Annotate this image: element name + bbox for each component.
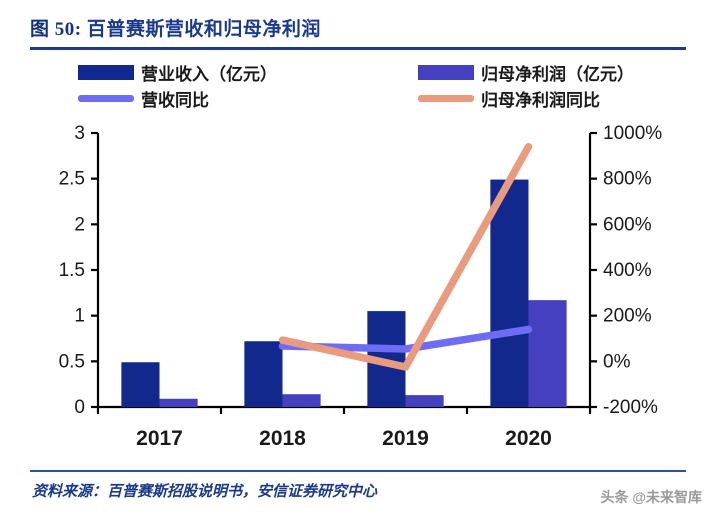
figure-title-text: 百普赛斯营收和归母净利润 xyxy=(86,19,321,40)
legend-item-net-profit-yoy: 归母净利润同比 xyxy=(418,86,600,111)
legend-swatch-net-profit-yoy xyxy=(418,95,474,102)
page-title: 图 50: 百普赛斯营收和归母净利润 xyxy=(30,14,321,41)
figure-number: 图 50: xyxy=(30,19,82,40)
right-axis-tick-label: 400% xyxy=(603,260,652,281)
left-axis-tick-label: 1.5 xyxy=(59,260,85,281)
right-axis-tick-label: 800% xyxy=(603,169,652,190)
chart-svg: 0 0.5 1 1.5 2 2.5 3 -200% 0% 200% 400% 600% 800% 1000… xyxy=(59,123,663,448)
watermark: 头条 @未来智库 xyxy=(600,487,702,507)
left-axis-tick-label: 0.5 xyxy=(59,351,85,372)
left-axis-tick-label: 0 xyxy=(74,397,85,418)
left-axis-tick-label: 2.5 xyxy=(59,169,85,190)
bar-2020-s0 xyxy=(490,179,529,407)
right-axis-tick-label: -200% xyxy=(603,397,658,418)
right-axis-tick-label: 200% xyxy=(603,306,652,327)
chart-legend: 营业收入（亿元） 归母净利润（亿元） 营收同比 归母净利润同比 xyxy=(0,58,716,110)
legend-swatch-net-profit xyxy=(418,65,474,80)
legend-label-net-profit: 归母净利润（亿元） xyxy=(481,65,634,84)
legend-item-net-profit: 归母净利润（亿元） xyxy=(418,60,634,85)
right-axis-tick-label: 600% xyxy=(603,214,652,235)
right-axis-tick-label: 0% xyxy=(603,351,631,372)
x-axis-category-label: 2020 xyxy=(505,427,552,448)
x-axis-category-label: 2017 xyxy=(136,427,183,448)
x-axis-category-label: 2019 xyxy=(382,427,429,448)
legend-label-revenue-yoy: 营收同比 xyxy=(141,91,209,110)
watermark-text: 头条 @未来智库 xyxy=(600,489,702,505)
legend-item-revenue: 营业收入（亿元） xyxy=(78,60,277,85)
footer-divider xyxy=(30,470,686,472)
line-series-1 xyxy=(278,142,533,371)
left-axis-tick-label: 1 xyxy=(74,306,85,327)
bar-2017-s1 xyxy=(159,398,198,407)
right-axis-tick-label: 1000% xyxy=(603,123,662,144)
legend-swatch-revenue-yoy xyxy=(78,95,134,102)
bar-2019-s1 xyxy=(405,395,444,407)
legend-label-net-profit-yoy: 归母净利润同比 xyxy=(481,91,600,110)
legend-label-revenue: 营业收入（亿元） xyxy=(141,65,277,84)
title-divider xyxy=(30,47,686,50)
legend-swatch-revenue xyxy=(78,65,134,80)
chart-plot-area: 0 0.5 1 1.5 2 2.5 3 -200% 0% 200% 400% 600% 800% 1000… xyxy=(0,118,716,448)
source-note: 资料来源：百普赛斯招股说明书，安信证券研究中心 xyxy=(32,484,378,500)
bar-2018-s0 xyxy=(244,341,283,407)
left-axis-tick-label: 3 xyxy=(74,123,85,144)
bar-2020-s1 xyxy=(528,300,567,407)
bar-2017-s0 xyxy=(121,362,160,407)
x-axis-category-label: 2018 xyxy=(259,427,306,448)
left-axis-tick-label: 2 xyxy=(74,214,85,235)
bar-2018-s1 xyxy=(282,394,321,407)
legend-item-revenue-yoy: 营收同比 xyxy=(78,86,209,111)
